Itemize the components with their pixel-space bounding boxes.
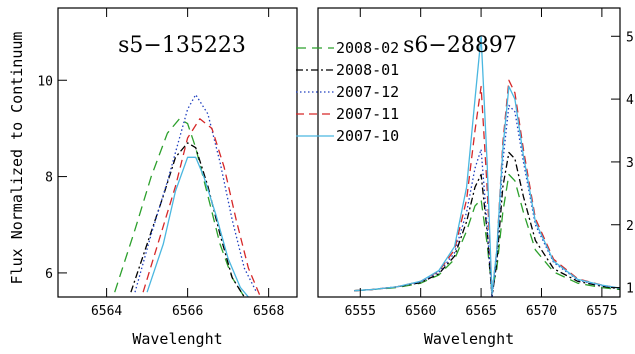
series-group (114, 94, 262, 297)
series-line-2008-01 (130, 142, 245, 297)
legend-label: 2008-02 (336, 39, 399, 57)
legend-label: 2008-01 (336, 61, 399, 79)
series-group (354, 35, 620, 297)
legend: 2008-02 2008-01 2007-12 2007-11 2007-10 (296, 39, 399, 145)
y-tick-label: 10 (37, 74, 53, 89)
plot-frame (57, 7, 298, 298)
y-tick-label: 2 (626, 219, 634, 234)
series-line-2007-12 (134, 94, 258, 293)
y-axis-label: Flux Normalized to Continuum (8, 32, 26, 285)
legend-label: 2007-12 (336, 83, 399, 101)
y-tick-label: 1 (626, 282, 634, 297)
series-line-2008-02 (354, 173, 620, 292)
x-tick-label: 6555 (345, 304, 376, 319)
series-line-2008-02 (114, 118, 245, 297)
y-tick-label: 6 (45, 267, 53, 282)
panel-title: s5−135223 (118, 33, 246, 58)
y-tick-label: 8 (45, 171, 53, 186)
x-tick-label: 6564 (91, 304, 122, 319)
panel-s5-135223: 6564 6566 6568 6 8 10 s5−135223 Wavelenght (37, 7, 298, 348)
x-tick-label: 6560 (405, 304, 436, 319)
y-tick-label: 3 (626, 156, 634, 171)
plot-frame (317, 7, 621, 298)
panel-title: s6−28897 (403, 33, 517, 58)
x-tick-label: 6568 (253, 304, 284, 319)
series-line-2007-11 (142, 118, 262, 297)
x-tick-label: 6570 (526, 304, 557, 319)
x-tick-label: 6566 (172, 304, 203, 319)
x-axis-label: Wavelenght (132, 330, 222, 348)
series-line-2007-10 (146, 156, 249, 297)
x-axis-label: Wavelenght (424, 330, 514, 348)
legend-label: 2007-11 (336, 105, 399, 123)
legend-label: 2007-10 (336, 127, 399, 145)
y-tick-label: 4 (626, 93, 634, 108)
panel-s6-28897: 6555 6560 6565 6570 6575 1 2 3 4 5 s6−28897 Wavelen… (317, 7, 634, 348)
x-tick-label: 6565 (465, 304, 496, 319)
series-line-2008-01 (354, 151, 620, 297)
y-tick-label: 5 (626, 30, 634, 45)
series-line-2007-10 (354, 35, 620, 295)
x-tick-label: 6575 (586, 304, 617, 319)
